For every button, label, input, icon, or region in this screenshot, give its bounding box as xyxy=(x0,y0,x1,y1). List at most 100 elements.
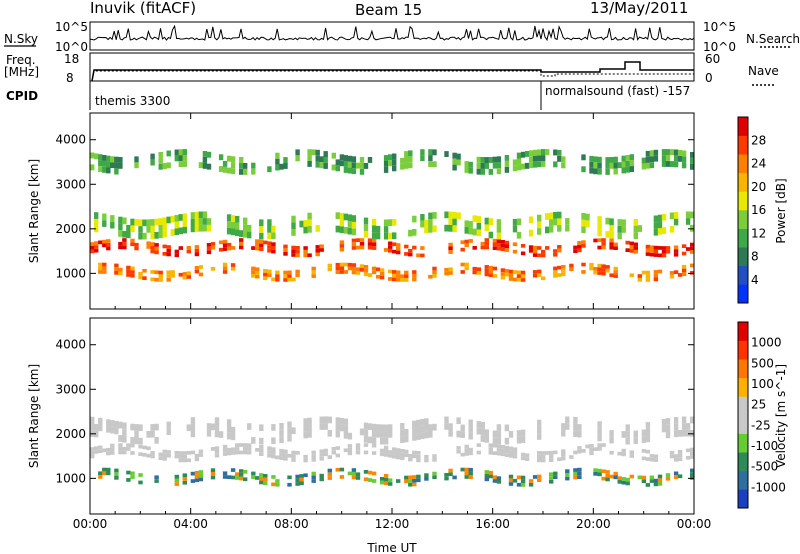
data-cell xyxy=(303,418,308,425)
data-cell xyxy=(106,447,111,452)
data-cell xyxy=(114,271,119,275)
data-cell xyxy=(226,426,232,433)
data-cell xyxy=(307,417,312,425)
data-cell xyxy=(657,246,663,250)
colorbar-segment xyxy=(738,228,748,248)
data-cell xyxy=(178,227,183,235)
data-cell xyxy=(617,162,622,169)
data-cell xyxy=(432,471,437,476)
data-cell xyxy=(102,262,107,267)
data-cell xyxy=(573,423,578,431)
data-cell xyxy=(637,274,642,278)
data-cell xyxy=(198,265,204,269)
data-cell xyxy=(468,467,473,472)
data-cell xyxy=(94,245,99,249)
data-cell xyxy=(186,246,191,250)
data-cell xyxy=(271,277,276,282)
data-cell xyxy=(492,274,498,278)
data-cell xyxy=(557,265,562,270)
data-cell xyxy=(456,417,461,425)
data-cell xyxy=(122,450,127,455)
data-cell xyxy=(202,224,208,232)
data-cell xyxy=(528,229,534,237)
data-cell xyxy=(685,218,691,225)
data-cell xyxy=(508,431,514,438)
data-cell xyxy=(210,245,216,250)
data-cell xyxy=(492,266,498,271)
data-cell xyxy=(174,149,179,156)
data-cell xyxy=(464,243,469,248)
data-cell xyxy=(549,225,554,233)
data-cell xyxy=(106,161,111,168)
data-cell xyxy=(673,245,679,250)
data-cell xyxy=(428,219,433,226)
data-cell xyxy=(162,457,167,461)
data-cell xyxy=(690,455,695,459)
data-cell xyxy=(581,449,586,453)
data-cell xyxy=(323,452,328,457)
data-cell xyxy=(549,454,554,459)
data-cell xyxy=(383,232,389,240)
data-cell xyxy=(222,262,228,267)
data-cell xyxy=(130,443,135,448)
data-cell xyxy=(601,271,606,276)
data-cell xyxy=(512,242,518,247)
data-cell xyxy=(259,473,264,477)
data-cell xyxy=(162,252,167,256)
data-cell xyxy=(247,443,252,448)
data-cell xyxy=(565,423,570,430)
data-cell xyxy=(673,454,679,458)
data-cell xyxy=(424,477,429,481)
data-cell xyxy=(520,475,526,480)
data-cell xyxy=(230,451,236,455)
data-cell xyxy=(388,154,393,161)
data-cell xyxy=(259,444,264,449)
data-cell xyxy=(617,232,622,240)
data-cell xyxy=(537,273,542,277)
data-cell xyxy=(565,473,570,477)
data-cell xyxy=(367,245,373,250)
data-cell xyxy=(420,432,425,440)
data-cell xyxy=(182,477,187,481)
data-cell xyxy=(194,266,200,270)
data-cell xyxy=(396,250,401,255)
data-cell xyxy=(690,271,695,275)
colorbar-segment xyxy=(738,117,748,136)
data-cell xyxy=(565,476,570,481)
data-cell xyxy=(263,477,268,482)
data-cell xyxy=(94,241,99,245)
data-cell xyxy=(299,481,304,486)
data-cell xyxy=(456,446,461,450)
data-cell xyxy=(303,454,308,459)
data-cell xyxy=(396,246,401,251)
data-cell xyxy=(657,253,663,258)
data-cell xyxy=(347,262,353,267)
data-cell xyxy=(400,157,405,164)
data-cell xyxy=(106,467,111,472)
data-cell xyxy=(573,475,578,480)
data-cell xyxy=(166,248,171,253)
data-cell xyxy=(649,150,655,157)
data-cell xyxy=(637,475,642,480)
data-cell xyxy=(480,241,485,246)
data-cell xyxy=(673,249,679,253)
data-cell xyxy=(553,274,558,278)
freq-panel: Freq. [MHz] 18 8 60 0 Nave xyxy=(4,52,779,86)
data-cell xyxy=(625,248,630,252)
data-cell xyxy=(597,162,602,169)
data-cell xyxy=(609,436,614,444)
data-cell xyxy=(158,163,163,170)
data-cell xyxy=(589,167,594,174)
data-cell xyxy=(134,246,139,251)
data-cell xyxy=(484,473,489,478)
data-cell xyxy=(327,416,332,424)
data-cell xyxy=(291,222,296,230)
data-cell xyxy=(371,451,377,455)
data-cell xyxy=(520,429,526,437)
data-cell xyxy=(460,240,465,245)
data-cell xyxy=(275,158,280,165)
data-cell xyxy=(512,447,518,452)
data-cell xyxy=(259,239,264,244)
data-cell xyxy=(279,163,284,170)
